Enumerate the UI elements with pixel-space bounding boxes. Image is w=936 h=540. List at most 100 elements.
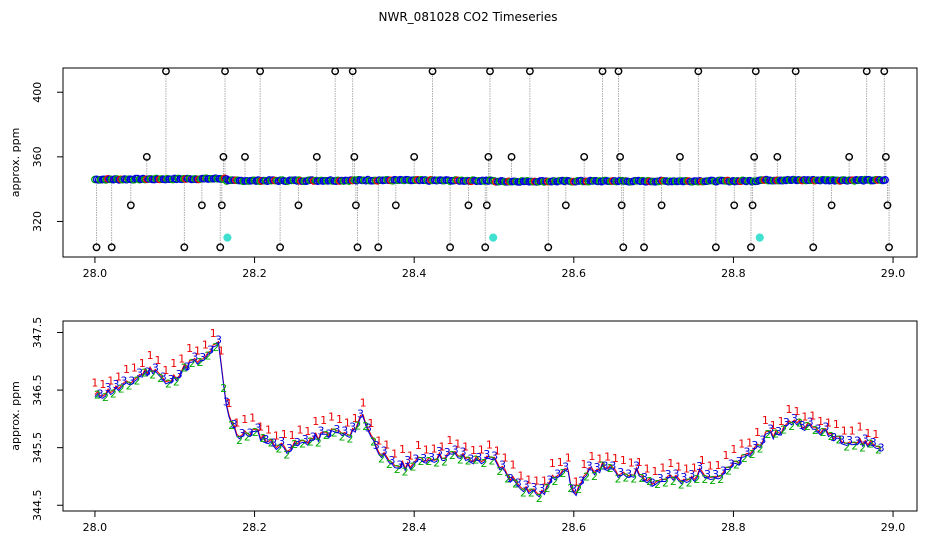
spike-point [657, 201, 666, 210]
baseline-point [881, 176, 889, 184]
series-marker: 1 [691, 461, 698, 474]
series-marker: 3 [318, 424, 325, 437]
series-marker: 1 [320, 414, 327, 427]
series-marker: 1 [147, 349, 154, 362]
series-marker: 1 [289, 429, 296, 442]
series-marker: 3 [325, 428, 332, 441]
series-marker: 2 [181, 361, 188, 374]
series-marker: 3 [625, 468, 632, 481]
spike-point [544, 243, 553, 252]
series-marker: 1 [312, 415, 319, 428]
series-marker: 3 [381, 444, 388, 457]
series-marker: 3 [822, 421, 829, 434]
series-marker: 2 [433, 456, 440, 469]
series-marker: 3 [341, 424, 348, 437]
series-marker: 1 [368, 417, 375, 430]
series-marker: 1 [281, 428, 288, 441]
series-marker: 3 [191, 350, 198, 363]
series-marker: 1 [557, 456, 564, 469]
series-marker: 2 [275, 442, 282, 455]
series-marker: 1 [91, 377, 98, 390]
series-marker: 3 [657, 472, 664, 485]
spike-point [730, 201, 739, 210]
series-marker: 2 [694, 473, 701, 486]
series-marker: 2 [488, 455, 495, 468]
x-tick-label: 28.0 [83, 521, 108, 534]
series-marker: 1 [478, 444, 485, 457]
series-marker: 1 [470, 444, 477, 457]
series-marker: 3 [830, 431, 837, 444]
plot-frame [62, 320, 918, 512]
series-marker: 1 [352, 412, 359, 425]
series-marker: 1 [644, 463, 651, 476]
spike-point [92, 243, 101, 252]
series-marker: 3 [444, 446, 451, 459]
series-marker: 1 [99, 378, 106, 391]
spike-point [486, 68, 494, 76]
series-marker: 1 [509, 459, 516, 472]
series-marker: 3 [594, 461, 601, 474]
series-marker: 3 [333, 423, 340, 436]
series-marker: 2 [362, 420, 369, 433]
series-marker: 3 [389, 454, 396, 467]
series-marker: 2 [804, 420, 811, 433]
spike-point [619, 243, 628, 252]
series-marker: 2 [126, 380, 133, 393]
series-marker: 3 [791, 412, 798, 425]
spike-point [809, 243, 818, 252]
series-marker: 2 [520, 487, 527, 500]
series-marker: 3 [183, 360, 190, 373]
y-tick-label: 346.5 [31, 374, 44, 406]
series-marker: 3 [602, 460, 609, 473]
series-marker: 2 [204, 349, 211, 362]
series-marker: 2 [173, 376, 180, 389]
series-marker: 1 [391, 448, 398, 461]
series-marker: 3 [515, 476, 522, 489]
series-marker: 1 [297, 423, 304, 436]
series-marker: 3 [799, 419, 806, 432]
series-marker: 2 [749, 448, 756, 461]
series-marker: 2 [646, 475, 653, 488]
series-marker: 1 [612, 452, 619, 465]
series-marker: 3 [302, 433, 309, 446]
series-marker: 2 [504, 472, 511, 485]
series-marker: 3 [247, 427, 254, 440]
series-marker: 1 [336, 413, 343, 426]
spike-point [352, 201, 360, 210]
series-marker: 1 [155, 354, 162, 367]
series-marker: 1 [399, 443, 406, 456]
series-marker: 2 [686, 476, 693, 489]
series-marker: 1 [241, 413, 248, 426]
series-marker: 1 [360, 397, 367, 410]
series-marker: 1 [825, 416, 832, 429]
series-marker: 1 [233, 416, 240, 429]
series-marker: 3 [278, 435, 285, 448]
spike-point [107, 243, 116, 252]
series-marker: 1 [549, 457, 556, 470]
y-tick-label: 347.5 [31, 317, 44, 349]
series-marker: 3 [499, 458, 506, 471]
series-marker: 3 [838, 434, 845, 447]
series-marker: 3 [412, 452, 419, 465]
series-marker: 2 [110, 388, 117, 401]
series-marker: 3 [207, 343, 214, 356]
series-marker: 2 [654, 478, 661, 491]
series-marker: 2 [772, 427, 779, 440]
series-marker: 3 [373, 439, 380, 452]
x-tick-label: 28.4 [402, 267, 427, 280]
spike-point [747, 243, 755, 252]
x-tick-label: 28.2 [242, 267, 267, 280]
series-marker: 3 [672, 467, 679, 480]
series-marker: 3 [578, 474, 585, 487]
y-tick-label: 360 [31, 146, 44, 167]
series-marker: 1 [770, 419, 777, 432]
spike-point [561, 201, 570, 210]
series-marker: 1 [423, 443, 430, 456]
series-marker: 2 [118, 382, 125, 395]
spike-point [751, 68, 760, 76]
spike-point [481, 243, 490, 252]
series-marker: 1 [541, 474, 548, 487]
series-marker: 2 [615, 472, 622, 485]
series-marker: 1 [659, 461, 666, 474]
